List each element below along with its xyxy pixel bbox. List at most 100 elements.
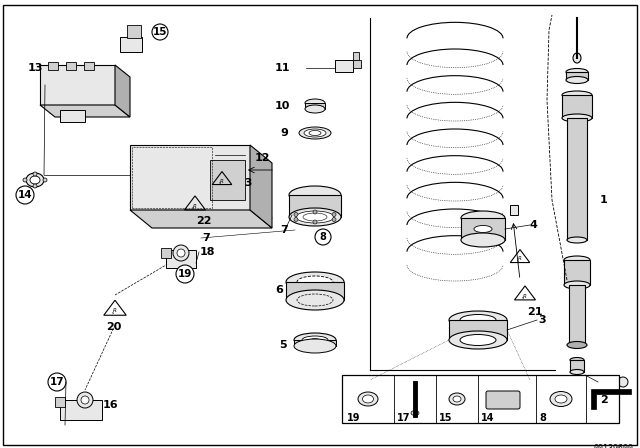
Ellipse shape	[296, 211, 334, 223]
Circle shape	[23, 178, 27, 182]
Ellipse shape	[570, 358, 584, 362]
Text: 19: 19	[178, 269, 192, 279]
Text: R: R	[193, 203, 197, 208]
Bar	[210, 160, 245, 200]
Bar	[449, 320, 507, 340]
Text: 6: 6	[275, 285, 283, 295]
Polygon shape	[115, 65, 130, 117]
Polygon shape	[250, 145, 272, 228]
Text: 5: 5	[279, 340, 287, 350]
Circle shape	[81, 396, 89, 404]
Circle shape	[618, 377, 628, 387]
Bar	[166, 250, 196, 268]
Circle shape	[16, 186, 34, 204]
Text: 16: 16	[103, 400, 118, 410]
Bar	[294, 340, 336, 346]
Circle shape	[177, 249, 185, 257]
Ellipse shape	[461, 233, 505, 247]
Ellipse shape	[358, 392, 378, 406]
Ellipse shape	[562, 91, 592, 99]
Text: R: R	[113, 309, 117, 314]
Text: s: s	[192, 206, 194, 210]
Text: 20: 20	[106, 322, 122, 332]
Circle shape	[176, 265, 194, 283]
Text: 00139600: 00139600	[594, 444, 634, 448]
Text: 21: 21	[527, 307, 543, 317]
Bar	[66, 62, 76, 70]
Bar	[132, 147, 212, 208]
Ellipse shape	[567, 341, 587, 349]
Text: 18: 18	[200, 247, 216, 257]
Bar	[40, 65, 115, 105]
Ellipse shape	[411, 410, 419, 415]
Text: 22: 22	[196, 216, 211, 226]
Ellipse shape	[461, 211, 505, 225]
Text: R: R	[518, 257, 522, 262]
Text: 10: 10	[275, 101, 291, 111]
Bar	[60, 400, 102, 420]
Ellipse shape	[304, 129, 326, 137]
Bar	[120, 37, 142, 52]
Bar	[48, 62, 58, 70]
Text: 3: 3	[538, 315, 546, 325]
Polygon shape	[591, 389, 631, 409]
Ellipse shape	[302, 336, 328, 344]
Ellipse shape	[30, 176, 40, 184]
Bar	[566, 72, 588, 80]
Bar	[55, 397, 65, 407]
Bar	[510, 205, 518, 215]
Circle shape	[315, 229, 331, 245]
Circle shape	[48, 373, 66, 391]
Ellipse shape	[570, 370, 584, 375]
Text: 17: 17	[50, 377, 64, 387]
Ellipse shape	[449, 311, 507, 329]
Bar	[461, 218, 505, 240]
Ellipse shape	[573, 53, 581, 63]
Circle shape	[173, 245, 189, 261]
Polygon shape	[40, 105, 130, 117]
Ellipse shape	[305, 105, 325, 113]
Text: 15: 15	[439, 413, 452, 423]
Ellipse shape	[362, 395, 374, 403]
Circle shape	[294, 212, 298, 216]
Ellipse shape	[294, 339, 336, 353]
Bar	[567, 118, 587, 240]
Bar	[335, 60, 353, 72]
Text: s: s	[112, 311, 114, 315]
Ellipse shape	[26, 173, 44, 187]
Text: 8: 8	[319, 232, 326, 242]
Text: R: R	[523, 293, 527, 298]
Bar	[564, 260, 590, 285]
Circle shape	[33, 172, 37, 176]
Text: 13: 13	[28, 63, 44, 73]
Ellipse shape	[550, 392, 572, 406]
Ellipse shape	[566, 77, 588, 83]
Text: 14: 14	[18, 190, 32, 200]
Ellipse shape	[294, 333, 336, 347]
Circle shape	[313, 220, 317, 224]
Circle shape	[152, 24, 168, 40]
Polygon shape	[130, 210, 272, 228]
Text: 17: 17	[397, 413, 410, 423]
Ellipse shape	[564, 281, 590, 289]
Ellipse shape	[286, 290, 344, 310]
Circle shape	[77, 392, 93, 408]
Ellipse shape	[555, 395, 567, 403]
Text: 23: 23	[237, 178, 252, 188]
Bar	[342, 375, 619, 423]
Bar	[161, 248, 171, 258]
Bar	[130, 145, 250, 210]
Circle shape	[33, 184, 37, 188]
Ellipse shape	[566, 69, 588, 76]
Text: R: R	[220, 178, 224, 184]
Bar	[598, 379, 623, 385]
Ellipse shape	[564, 256, 590, 264]
Text: 1: 1	[600, 195, 608, 205]
Text: 4: 4	[530, 220, 538, 230]
Bar	[353, 60, 361, 68]
Text: s: s	[522, 296, 524, 300]
Ellipse shape	[453, 396, 461, 402]
Bar	[84, 62, 94, 70]
Ellipse shape	[474, 225, 492, 233]
Bar	[562, 95, 592, 118]
